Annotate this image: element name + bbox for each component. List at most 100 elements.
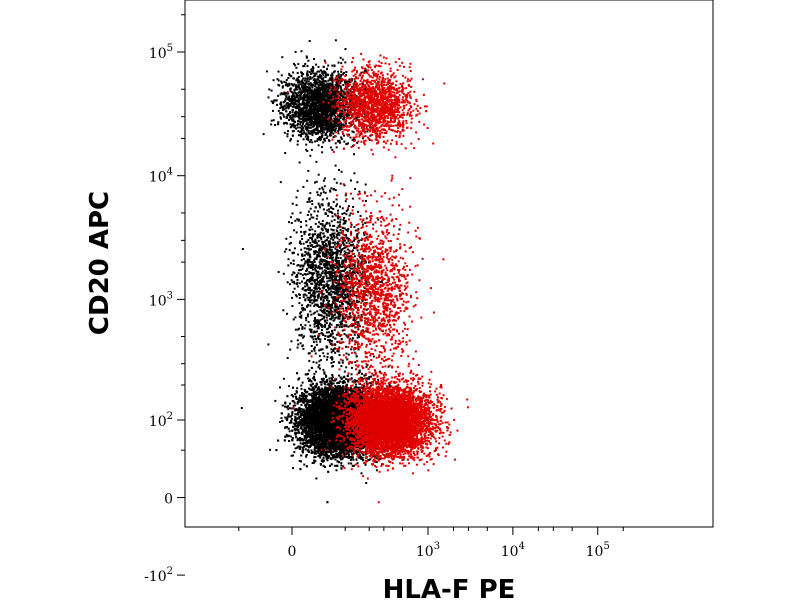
data-point: [360, 472, 363, 475]
data-point: [339, 456, 342, 459]
data-point: [319, 456, 322, 459]
data-point: [316, 389, 319, 392]
data-point: [298, 459, 301, 462]
data-point: [340, 392, 343, 395]
data-point: [289, 435, 292, 438]
data-point: [331, 454, 334, 456]
data-point: [280, 417, 283, 420]
data-point: [355, 449, 358, 452]
data-point: [315, 384, 317, 387]
data-point: [343, 391, 346, 394]
data-point: [314, 441, 317, 444]
data-point: [299, 437, 301, 439]
data-point: [355, 452, 358, 455]
data-point: [340, 378, 343, 380]
data-point: [368, 377, 370, 380]
data-point: [348, 453, 351, 456]
data-point: [362, 385, 365, 387]
data-point: [294, 393, 297, 396]
data-points: [240, 39, 469, 504]
data-point: [342, 385, 344, 388]
data-point: [328, 380, 331, 383]
data-point: [309, 423, 312, 426]
data-point: [312, 392, 315, 395]
data-point: [313, 403, 316, 406]
data-point: [294, 413, 297, 416]
data-point: [291, 414, 294, 417]
data-point: [323, 382, 326, 385]
data-point: [335, 452, 338, 455]
data-point: [340, 464, 343, 467]
data-point: [315, 382, 318, 385]
data-point: [312, 386, 315, 389]
data-point: [305, 436, 308, 439]
data-point: [274, 399, 277, 402]
data-point: [300, 403, 303, 406]
data-point: [331, 376, 334, 379]
data-point: [327, 396, 330, 399]
data-point: [321, 439, 324, 442]
data-point: [292, 404, 295, 407]
data-point: [365, 482, 368, 484]
data-point: [326, 459, 329, 462]
data-point: [294, 429, 297, 432]
data-point: [301, 381, 304, 384]
data-point: [282, 377, 285, 380]
data-point: [300, 460, 302, 463]
data-point: [294, 404, 297, 407]
data-point: [285, 433, 288, 436]
data-point: [316, 392, 319, 394]
data-point: [327, 382, 330, 385]
data-point: [269, 448, 272, 451]
data-point: [347, 462, 350, 465]
data-point: [303, 441, 306, 444]
data-point: [350, 373, 353, 376]
data-point: [414, 398, 417, 401]
data-point: [306, 431, 309, 434]
data-point: [335, 469, 338, 472]
data-point: [293, 401, 296, 404]
data-point: [303, 463, 306, 466]
data-point: [322, 456, 325, 459]
data-point: [322, 400, 325, 403]
data-point: [344, 453, 347, 455]
data-point: [368, 381, 371, 384]
data-point: [348, 388, 351, 391]
plot-frame: [184, 0, 714, 528]
data-point: [305, 399, 308, 402]
data-point: [375, 461, 378, 464]
data-point: [365, 380, 368, 383]
data-point: [287, 413, 290, 416]
data-point: [361, 456, 364, 459]
data-point: [361, 450, 364, 453]
data-point: [310, 425, 313, 427]
data-point: [321, 389, 324, 391]
data-point: [375, 457, 378, 460]
data-point: [321, 446, 324, 449]
data-point: [295, 432, 298, 434]
data-point: [320, 451, 323, 454]
data-point: [334, 385, 337, 387]
data-point: [310, 385, 313, 387]
data-point: [322, 377, 325, 380]
data-point: [343, 450, 346, 453]
data-point: [297, 398, 300, 401]
data-point: [315, 394, 318, 396]
data-point: [309, 388, 312, 391]
data-point: [313, 461, 316, 464]
data-point: [306, 426, 309, 429]
data-point: [337, 385, 340, 388]
data-point: [309, 425, 312, 428]
data-point: [324, 397, 327, 400]
data-point: [288, 421, 291, 424]
data-point: [361, 459, 364, 462]
data-point: [301, 450, 304, 453]
data-point: [304, 448, 307, 451]
data-point: [339, 380, 342, 383]
data-point: [352, 458, 355, 461]
data-point: [290, 421, 293, 424]
data-point: [330, 377, 333, 380]
data-point: [353, 464, 355, 467]
data-point: [337, 382, 340, 384]
